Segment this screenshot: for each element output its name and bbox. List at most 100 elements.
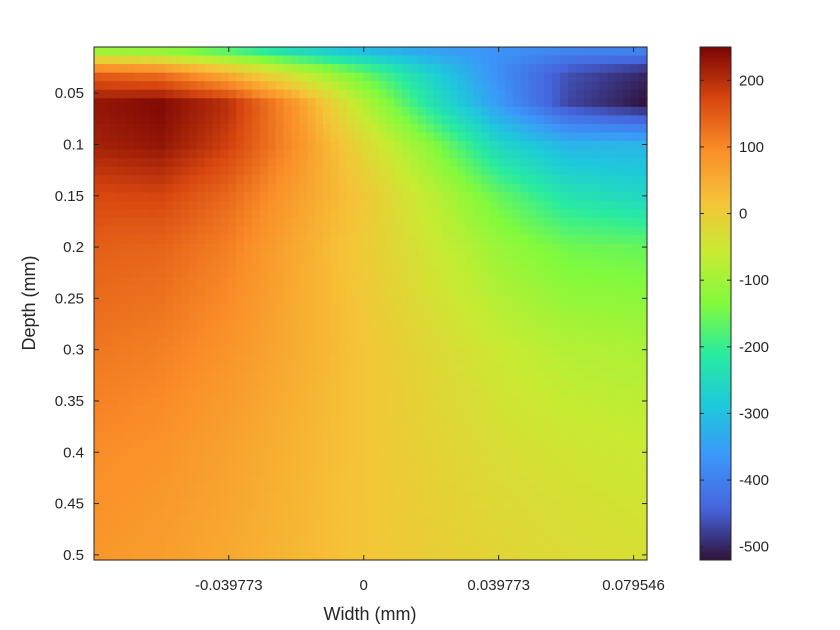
heatmap-cell [212,508,221,518]
heatmap-cell [552,243,561,253]
heatmap-cell [101,431,111,441]
heatmap-cell [228,98,237,108]
heatmap-cell [370,243,379,253]
heatmap-cell [338,158,348,168]
heatmap-cell [299,525,308,535]
heatmap-cell [441,474,451,484]
heatmap-cell [188,98,198,108]
heatmap-cell [157,491,166,501]
heatmap-cell [528,141,537,151]
heatmap-cell [299,47,308,57]
heatmap-cell [267,303,277,313]
heatmap-cell [504,534,514,544]
heatmap-cell [489,64,498,74]
heatmap-cell [378,218,387,228]
heatmap-cell [489,414,498,424]
heatmap-cell [346,123,356,134]
heatmap-cell [575,200,585,211]
heatmap-cell [568,89,577,99]
heatmap-cell [607,337,616,347]
heatmap-cell [575,243,585,253]
heatmap-cell [338,260,348,270]
heatmap-cell [465,72,474,82]
heatmap-cell [196,397,206,407]
heatmap-cell [220,115,229,125]
heatmap-cell [125,465,135,476]
heatmap-cell [410,371,419,382]
heatmap-cell [457,551,466,561]
heatmap-cell [378,440,387,450]
heatmap-cell [157,534,166,544]
heatmap-cell [109,243,119,253]
heatmap-cell [473,431,482,441]
heatmap-cell [402,286,411,296]
heatmap-cell [267,81,277,91]
heatmap-cell [504,123,514,134]
heatmap-cell [109,115,119,125]
heatmap-cell [410,175,419,185]
heatmap-cell [101,200,111,211]
heatmap-cell [180,47,190,57]
heatmap-cell [283,500,293,510]
heatmap-cell [639,183,648,193]
heatmap-cell [441,312,451,322]
heatmap-cell [449,47,458,57]
heatmap-cell [489,89,498,99]
heatmap-cell [504,389,514,399]
heatmap-cell [196,320,206,330]
heatmap-cell [504,525,514,535]
heatmap-cell [615,277,624,287]
heatmap-cell [394,320,403,330]
heatmap-cell [552,132,561,142]
heatmap-cell [370,149,379,159]
heatmap-cell [125,226,135,236]
heatmap-cell [338,423,348,433]
heatmap-cell [402,406,411,416]
heatmap-cell [425,448,435,458]
heatmap-cell [410,440,419,450]
heatmap-cell [141,226,150,236]
heatmap-cell [267,209,277,219]
heatmap-cell [315,440,324,450]
heatmap-cell [425,200,435,211]
heatmap-cell [520,312,530,322]
heatmap-cell [481,483,490,493]
heatmap-cell [583,448,593,458]
heatmap-cell [149,465,158,476]
heatmap-cell [417,363,427,373]
heatmap-cell [362,329,372,339]
heatmap-cell [331,149,340,159]
heatmap-cell [473,414,482,424]
heatmap-cell [433,389,443,399]
heatmap-cell [441,371,451,382]
heatmap-cell [583,320,593,330]
heatmap-cell [489,243,498,253]
heatmap-cell [291,354,300,364]
heatmap-cell [552,294,561,305]
heatmap-cell [196,337,206,347]
heatmap-cell [433,508,443,518]
heatmap-cell [141,55,150,65]
heatmap-cell [623,158,632,168]
heatmap-cell [180,149,190,159]
heatmap-cell [552,81,561,91]
heatmap-cell [133,354,142,364]
heatmap-cell [362,192,372,202]
heatmap-cell [386,380,395,390]
heatmap-cell [299,371,308,382]
heatmap-cell [425,346,435,356]
heatmap-cell [283,132,293,142]
heatmap-cell [394,243,403,253]
heatmap-cell [165,218,174,228]
heatmap-cell [496,226,506,236]
heatmap-cell [299,218,308,228]
heatmap-cell [204,209,214,219]
heatmap-cell [173,517,182,527]
heatmap-cell [354,218,364,228]
heatmap-cell [259,115,269,125]
heatmap-cell [236,277,245,287]
heatmap-cell [520,209,530,219]
heatmap-cell [101,132,111,142]
heatmap-cell [173,294,182,305]
heatmap-cell [236,551,245,561]
